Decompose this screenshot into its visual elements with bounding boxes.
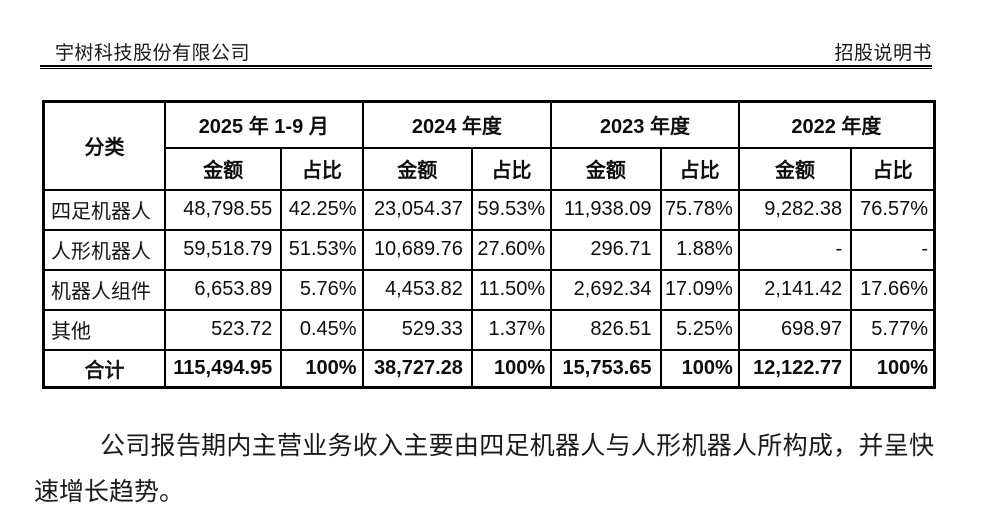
cell-total-amount: 15,753.65: [550, 348, 662, 389]
table-row-components: 机器人组件 6,653.89 5.76% 4,453.82 11.50% 2,6…: [42, 268, 936, 311]
cell-ratio: 76.57%: [850, 188, 936, 231]
column-header-ratio-2023: 占比: [659, 146, 740, 191]
cell-total-amount: 12,122.77: [737, 348, 853, 389]
note-paragraph: 公司报告期内主营业务收入主要由四足机器人与人形机器人所构成，并呈快速增长趋势。: [34, 433, 934, 506]
doc-title: 招股说明书: [834, 43, 932, 64]
cell-amount: 10,689.76: [361, 228, 473, 271]
cell-total-ratio: 100%: [280, 348, 364, 389]
cell-ratio: 17.66%: [850, 268, 936, 311]
cell-amount: 826.51: [550, 308, 662, 351]
table-row-quadruped: 四足机器人 48,798.55 42.25% 23,054.37 59.53% …: [42, 188, 936, 231]
table-header-row-periods: 分类 2025 年 1-9 月 2024 年度 2023 年度 2022 年度: [42, 100, 936, 191]
row-category: 其他: [42, 308, 166, 351]
cell-amount: 529.33: [361, 308, 473, 351]
cell-ratio: 17.09%: [659, 268, 740, 311]
cell-amount: 23,054.37: [361, 188, 473, 231]
cell-amount: 9,282.38: [737, 188, 853, 231]
cell-amount: 523.72: [163, 308, 283, 351]
cell-ratio: 59.53%: [470, 188, 553, 231]
cell-ratio: 5.77%: [850, 308, 936, 351]
cell-amount: 6,653.89: [163, 268, 283, 311]
cell-total-ratio: 100%: [659, 348, 740, 389]
cell-amount: 59,518.79: [163, 228, 283, 271]
column-header-amount-2022: 金额: [737, 146, 853, 191]
cell-amount: 698.97: [737, 308, 853, 351]
table-header-row-measures: 金额 占比 金额 占比 金额 占比 金额 占比: [44, 146, 936, 191]
column-header-period-2024: 2024 年度: [361, 100, 553, 149]
column-header-period-2023: 2023 年度: [550, 100, 740, 149]
revenue-breakdown-table: 分类 2025 年 1-9 月 2024 年度 2023 年度 2022 年度 …: [42, 100, 936, 389]
cell-amount: -: [737, 228, 853, 271]
total-label: 合计: [42, 348, 166, 389]
column-header-category: 分类: [42, 100, 166, 191]
cell-amount: 2,692.34: [550, 268, 662, 311]
cell-ratio: 5.76%: [280, 268, 364, 311]
column-header-ratio-2024: 占比: [470, 146, 553, 191]
row-category: 四足机器人: [42, 188, 166, 231]
column-header-period-2025: 2025 年 1-9 月: [163, 100, 364, 149]
column-header-amount-2025: 金额: [163, 146, 283, 191]
table-row-other: 其他 523.72 0.45% 529.33 1.37% 826.51 5.25…: [42, 308, 936, 351]
cell-total-amount: 115,494.95: [163, 348, 283, 389]
cell-ratio: 11.50%: [470, 268, 553, 311]
cell-ratio: 1.88%: [659, 228, 740, 271]
cell-amount: 296.71: [550, 228, 662, 271]
cell-amount: 11,938.09: [550, 188, 662, 231]
row-category: 机器人组件: [42, 268, 166, 311]
cell-total-amount: 38,727.28: [361, 348, 473, 389]
column-header-period-2022: 2022 年度: [737, 100, 936, 149]
table-total-row: 合计 115,494.95 100% 38,727.28 100% 15,753…: [42, 348, 936, 389]
cell-ratio: 75.78%: [659, 188, 740, 231]
header-double-rule: [40, 65, 932, 69]
column-header-amount-2023: 金额: [550, 146, 662, 191]
cell-amount: 2,141.42: [737, 268, 853, 311]
column-header-ratio-2022: 占比: [850, 146, 936, 191]
company-name: 宇树科技股份有限公司: [55, 43, 251, 64]
column-header-amount-2024: 金额: [361, 146, 473, 191]
column-header-ratio-2025: 占比: [280, 146, 364, 191]
cell-ratio: 51.53%: [280, 228, 364, 271]
table-row-humanoid: 人形机器人 59,518.79 51.53% 10,689.76 27.60% …: [42, 228, 936, 271]
cell-ratio: 1.37%: [470, 308, 553, 351]
row-category: 人形机器人: [42, 228, 166, 271]
cell-ratio: 0.45%: [280, 308, 364, 351]
cell-amount: 4,453.82: [361, 268, 473, 311]
cell-total-ratio: 100%: [470, 348, 553, 389]
cell-ratio: 5.25%: [659, 308, 740, 351]
cell-ratio: 42.25%: [280, 188, 364, 231]
running-header: 宇树科技股份有限公司 招股说明书: [55, 38, 932, 65]
cell-total-ratio: 100%: [850, 348, 936, 389]
cell-ratio: -: [850, 228, 936, 271]
cell-ratio: 27.60%: [470, 228, 553, 271]
cell-amount: 48,798.55: [163, 188, 283, 231]
